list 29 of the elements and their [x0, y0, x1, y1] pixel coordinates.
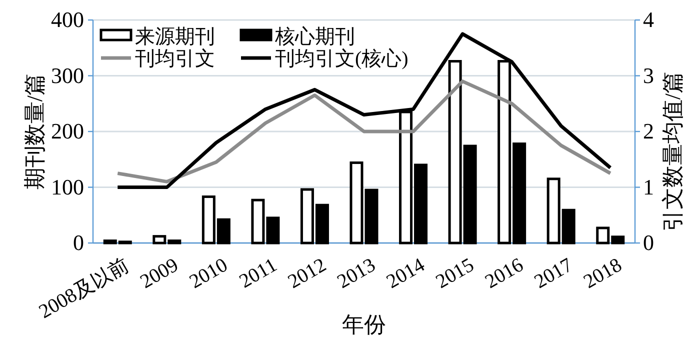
y2-tick-label: 2 [643, 118, 654, 144]
legend-label: 刊均引文 [135, 48, 215, 70]
y-tick-label: 200 [51, 118, 84, 144]
x-tick-label: 2009 [136, 254, 182, 294]
x-tick-label: 2013 [334, 254, 380, 294]
y2-tick-label: 1 [643, 174, 654, 200]
line-series [116, 80, 612, 184]
y-axis-title: 期刊数量/篇 [22, 73, 47, 190]
x-tick-label: 2015 [432, 254, 478, 294]
x-axis-title: 年份 [342, 312, 386, 337]
x-tick-label: 2017 [530, 254, 576, 294]
x-tick-label: 2010 [186, 254, 232, 294]
x-tick-label: 2008及以前 [35, 254, 133, 324]
x-tick-label: 2011 [236, 254, 281, 293]
x-tick-label: 2014 [382, 254, 429, 294]
legend-label: 刊均引文(核心) [275, 48, 408, 70]
x-tick-label: 2012 [284, 254, 330, 294]
x-tick-label: 2018 [580, 254, 626, 294]
y-tick-label: 300 [51, 62, 84, 88]
y-tick-label: 100 [51, 174, 84, 200]
legend-label: 核心期刊 [274, 26, 355, 48]
y-tick-label: 400 [51, 7, 84, 32]
x-tick-label: 2016 [481, 254, 528, 294]
y-tick-label: 0 [73, 230, 84, 255]
y2-tick-label: 3 [643, 62, 654, 88]
y2-tick-label: 0 [643, 230, 654, 255]
y2-axis-title: 引文数量均值/篇 [660, 71, 685, 232]
y2-tick-label: 4 [643, 7, 654, 32]
legend-label: 来源期刊 [135, 26, 215, 48]
